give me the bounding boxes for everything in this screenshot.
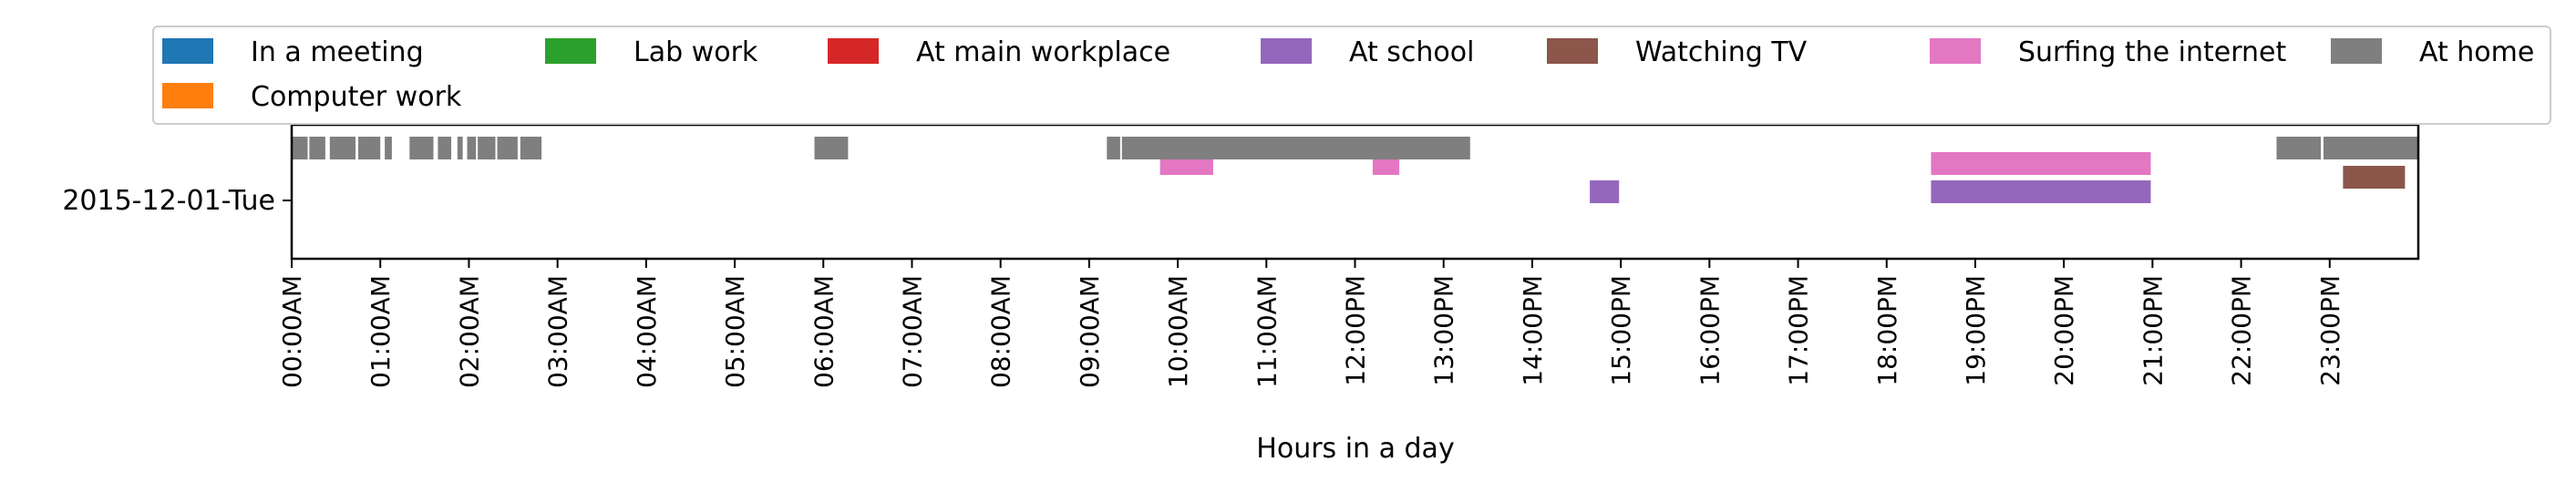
- legend-swatch: [1930, 38, 1981, 64]
- legend-label: In a meeting: [251, 36, 424, 68]
- x-tick-label: 12:00PM: [1341, 275, 1371, 386]
- x-tick-label: 08:00AM: [986, 275, 1016, 388]
- activity-bar: [409, 137, 434, 159]
- activity-bar: [1931, 152, 2151, 175]
- activity-bar: [1590, 180, 1620, 203]
- legend-label: At home: [2419, 36, 2534, 68]
- x-tick-label: 01:00AM: [366, 275, 396, 388]
- legend-swatch: [545, 38, 596, 64]
- activity-bar: [2324, 137, 2418, 159]
- x-tick-label: 05:00AM: [720, 275, 750, 388]
- legend-swatch: [828, 38, 879, 64]
- legend-swatch: [1261, 38, 1312, 64]
- activity-bar: [478, 137, 496, 159]
- x-tick-label: 02:00AM: [454, 275, 484, 388]
- activity-bar: [814, 137, 849, 159]
- x-tick-label: 19:00PM: [1961, 275, 1991, 386]
- x-tick-label: 22:00PM: [2227, 275, 2257, 386]
- x-tick-label: 04:00AM: [632, 275, 662, 388]
- x-tick-label: 13:00PM: [1429, 275, 1459, 386]
- x-tick-label: 06:00AM: [809, 275, 839, 388]
- legend-label: At main workplace: [916, 36, 1170, 68]
- activity-bar: [438, 137, 451, 159]
- x-tick-label: 21:00PM: [2138, 275, 2168, 386]
- activity-bar: [1121, 137, 1470, 159]
- y-tick-label: 2015-12-01-Tue: [62, 185, 275, 217]
- activity-bar: [2343, 166, 2406, 189]
- x-tick-label: 15:00PM: [1606, 275, 1636, 386]
- activity-bar: [467, 137, 477, 159]
- legend-label: Lab work: [634, 36, 758, 68]
- x-tick-label: 17:00PM: [1784, 275, 1814, 386]
- x-tick-label: 03:00AM: [543, 275, 573, 388]
- legend-label: Watching TV: [1635, 36, 1808, 68]
- activity-bar: [2276, 137, 2322, 159]
- legend-label: At school: [1349, 36, 1474, 68]
- legend-swatch: [162, 38, 213, 64]
- x-tick-label: 11:00AM: [1252, 275, 1282, 388]
- legend-swatch: [162, 83, 213, 108]
- x-tick-label: 16:00PM: [1695, 275, 1725, 386]
- activity-bar: [329, 137, 355, 159]
- activity-bar: [497, 137, 518, 159]
- legend: In a meeting Lab work At main workplace At …: [152, 26, 2551, 125]
- x-tick-label: 18:00PM: [1872, 275, 1902, 386]
- activity-bar: [292, 137, 308, 159]
- activity-bar: [357, 137, 381, 159]
- activity-bar: [385, 137, 392, 159]
- x-tick-label: 07:00AM: [897, 275, 927, 388]
- legend-swatch: [1547, 38, 1598, 64]
- legend-swatch: [2331, 38, 2382, 64]
- x-tick-label: 10:00AM: [1163, 275, 1193, 388]
- activity-bars: [292, 137, 2418, 203]
- y-axis: 2015-12-01-Tue: [62, 185, 292, 217]
- x-tick-label: 20:00PM: [2049, 275, 2079, 386]
- activity-bar: [457, 137, 463, 159]
- x-tick-label: 14:00PM: [1518, 275, 1548, 386]
- x-tick-label: 23:00PM: [2315, 275, 2345, 386]
- x-tick-label: 00:00AM: [277, 275, 307, 388]
- activity-bar: [309, 137, 325, 159]
- activity-bar: [520, 137, 542, 159]
- x-axis-label: Hours in a day: [1256, 433, 1454, 465]
- x-tick-label: 09:00AM: [1075, 275, 1105, 388]
- activity-bar: [1107, 137, 1120, 159]
- activity-bar: [1931, 180, 2151, 203]
- x-axis: 00:00AM 01:00AM 02:00AM 03:00AM 04:00AM 05:00…: [277, 259, 2345, 388]
- legend-label: Computer work: [251, 81, 462, 113]
- legend-label: Surfing the internet: [2018, 36, 2286, 68]
